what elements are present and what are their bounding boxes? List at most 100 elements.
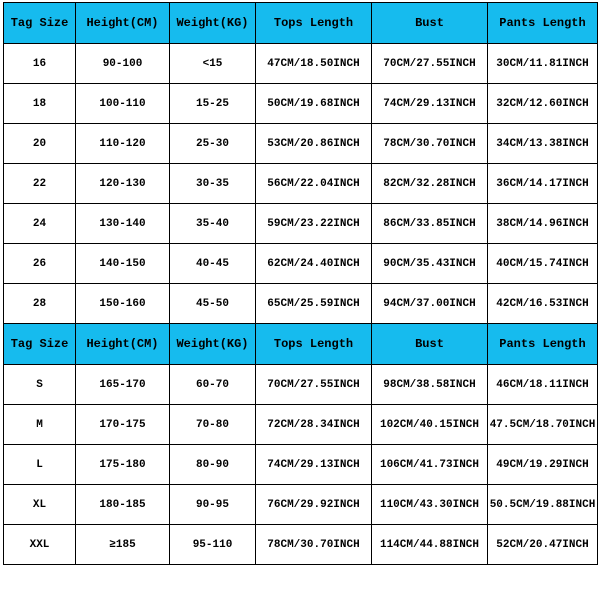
table-row: 26140-15040-4562CM/24.40INCH90CM/35.43IN… xyxy=(4,244,598,284)
header-tops-length: Tops Length xyxy=(256,324,372,365)
cell-weight: 15-25 xyxy=(170,84,256,124)
size-chart-table: Tag SizeHeight(CM)Weight(KG)Tops LengthB… xyxy=(3,2,598,565)
cell-bust: 98CM/38.58INCH xyxy=(372,365,488,405)
cell-tag-size: 22 xyxy=(4,164,76,204)
cell-bust: 90CM/35.43INCH xyxy=(372,244,488,284)
cell-tops-length: 72CM/28.34INCH xyxy=(256,405,372,445)
cell-height: 150-160 xyxy=(76,284,170,324)
cell-tag-size: 20 xyxy=(4,124,76,164)
cell-height: 100-110 xyxy=(76,84,170,124)
cell-height: 175-180 xyxy=(76,445,170,485)
cell-pants-length: 50.5CM/19.88INCH xyxy=(488,485,598,525)
cell-bust: 82CM/32.28INCH xyxy=(372,164,488,204)
cell-pants-length: 32CM/12.60INCH xyxy=(488,84,598,124)
cell-height: 170-175 xyxy=(76,405,170,445)
cell-tag-size: XL xyxy=(4,485,76,525)
cell-weight: 95-110 xyxy=(170,525,256,565)
cell-bust: 78CM/30.70INCH xyxy=(372,124,488,164)
cell-pants-length: 40CM/15.74INCH xyxy=(488,244,598,284)
cell-pants-length: 36CM/14.17INCH xyxy=(488,164,598,204)
cell-weight: 35-40 xyxy=(170,204,256,244)
cell-tops-length: 53CM/20.86INCH xyxy=(256,124,372,164)
header-row: Tag SizeHeight(CM)Weight(KG)Tops LengthB… xyxy=(4,3,598,44)
cell-weight: 60-70 xyxy=(170,365,256,405)
table-row: M170-17570-8072CM/28.34INCH102CM/40.15IN… xyxy=(4,405,598,445)
table-row: 24130-14035-4059CM/23.22INCH86CM/33.85IN… xyxy=(4,204,598,244)
size-chart-container: Tag SizeHeight(CM)Weight(KG)Tops LengthB… xyxy=(3,0,597,565)
cell-tops-length: 70CM/27.55INCH xyxy=(256,365,372,405)
cell-pants-length: 52CM/20.47INCH xyxy=(488,525,598,565)
table-row: L175-18080-9074CM/29.13INCH106CM/41.73IN… xyxy=(4,445,598,485)
cell-pants-length: 46CM/18.11INCH xyxy=(488,365,598,405)
header-weight: Weight(KG) xyxy=(170,324,256,365)
cell-tops-length: 65CM/25.59INCH xyxy=(256,284,372,324)
cell-pants-length: 49CM/19.29INCH xyxy=(488,445,598,485)
cell-pants-length: 34CM/13.38INCH xyxy=(488,124,598,164)
header-height: Height(CM) xyxy=(76,3,170,44)
table-row: 28150-16045-5065CM/25.59INCH94CM/37.00IN… xyxy=(4,284,598,324)
cell-height: 110-120 xyxy=(76,124,170,164)
cell-tag-size: 18 xyxy=(4,84,76,124)
cell-tag-size: L xyxy=(4,445,76,485)
cell-tops-length: 59CM/23.22INCH xyxy=(256,204,372,244)
cell-tag-size: S xyxy=(4,365,76,405)
table-row: 22120-13030-3556CM/22.04INCH82CM/32.28IN… xyxy=(4,164,598,204)
cell-bust: 110CM/43.30INCH xyxy=(372,485,488,525)
cell-height: 140-150 xyxy=(76,244,170,284)
cell-tag-size: 28 xyxy=(4,284,76,324)
cell-weight: 70-80 xyxy=(170,405,256,445)
cell-bust: 106CM/41.73INCH xyxy=(372,445,488,485)
table-row: 18100-11015-2550CM/19.68INCH74CM/29.13IN… xyxy=(4,84,598,124)
cell-pants-length: 47.5CM/18.70INCH xyxy=(488,405,598,445)
header-row: Tag SizeHeight(CM)Weight(KG)Tops LengthB… xyxy=(4,324,598,365)
cell-tag-size: 26 xyxy=(4,244,76,284)
cell-weight: <15 xyxy=(170,44,256,84)
table-row: XL180-18590-9576CM/29.92INCH110CM/43.30I… xyxy=(4,485,598,525)
cell-tops-length: 76CM/29.92INCH xyxy=(256,485,372,525)
cell-height: 165-170 xyxy=(76,365,170,405)
cell-weight: 80-90 xyxy=(170,445,256,485)
table-row: S165-17060-7070CM/27.55INCH98CM/38.58INC… xyxy=(4,365,598,405)
header-tops-length: Tops Length xyxy=(256,3,372,44)
cell-height: 180-185 xyxy=(76,485,170,525)
cell-pants-length: 42CM/16.53INCH xyxy=(488,284,598,324)
header-tag-size: Tag Size xyxy=(4,3,76,44)
cell-weight: 25-30 xyxy=(170,124,256,164)
cell-height: 120-130 xyxy=(76,164,170,204)
cell-tops-length: 47CM/18.50INCH xyxy=(256,44,372,84)
cell-tag-size: XXL xyxy=(4,525,76,565)
cell-tops-length: 78CM/30.70INCH xyxy=(256,525,372,565)
table-row: XXL≥18595-11078CM/30.70INCH114CM/44.88IN… xyxy=(4,525,598,565)
cell-bust: 114CM/44.88INCH xyxy=(372,525,488,565)
cell-tops-length: 50CM/19.68INCH xyxy=(256,84,372,124)
cell-height: 130-140 xyxy=(76,204,170,244)
header-pants-length: Pants Length xyxy=(488,3,598,44)
cell-bust: 74CM/29.13INCH xyxy=(372,84,488,124)
table-row: 1690-100<1547CM/18.50INCH70CM/27.55INCH3… xyxy=(4,44,598,84)
cell-bust: 86CM/33.85INCH xyxy=(372,204,488,244)
header-bust: Bust xyxy=(372,3,488,44)
cell-pants-length: 38CM/14.96INCH xyxy=(488,204,598,244)
cell-tops-length: 62CM/24.40INCH xyxy=(256,244,372,284)
cell-tag-size: M xyxy=(4,405,76,445)
cell-weight: 45-50 xyxy=(170,284,256,324)
cell-weight: 30-35 xyxy=(170,164,256,204)
cell-tops-length: 56CM/22.04INCH xyxy=(256,164,372,204)
cell-weight: 90-95 xyxy=(170,485,256,525)
cell-tag-size: 16 xyxy=(4,44,76,84)
cell-pants-length: 30CM/11.81INCH xyxy=(488,44,598,84)
header-pants-length: Pants Length xyxy=(488,324,598,365)
cell-weight: 40-45 xyxy=(170,244,256,284)
cell-bust: 94CM/37.00INCH xyxy=(372,284,488,324)
cell-bust: 102CM/40.15INCH xyxy=(372,405,488,445)
cell-bust: 70CM/27.55INCH xyxy=(372,44,488,84)
header-height: Height(CM) xyxy=(76,324,170,365)
header-tag-size: Tag Size xyxy=(4,324,76,365)
table-row: 20110-12025-3053CM/20.86INCH78CM/30.70IN… xyxy=(4,124,598,164)
cell-tag-size: 24 xyxy=(4,204,76,244)
cell-height: 90-100 xyxy=(76,44,170,84)
cell-height: ≥185 xyxy=(76,525,170,565)
cell-tops-length: 74CM/29.13INCH xyxy=(256,445,372,485)
header-bust: Bust xyxy=(372,324,488,365)
header-weight: Weight(KG) xyxy=(170,3,256,44)
